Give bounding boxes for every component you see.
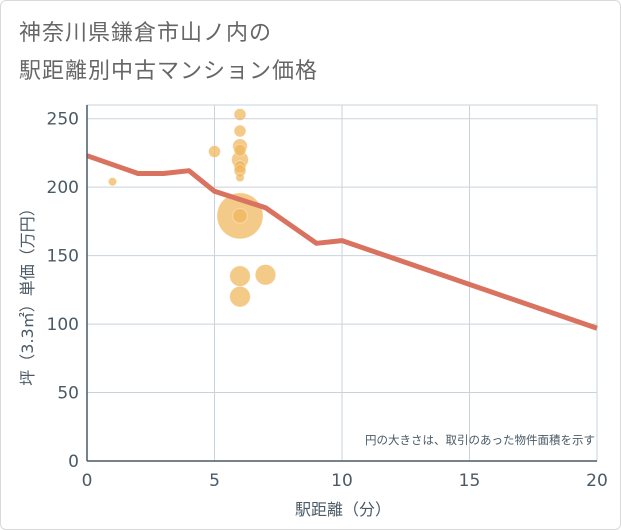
bubble-point: [233, 108, 247, 121]
bubble-point: [229, 286, 251, 308]
y-tick-label: 50: [57, 384, 79, 404]
y-tick-label: 150: [47, 247, 79, 267]
bubble-point: [208, 145, 221, 158]
x-tick-label: 10: [331, 471, 353, 491]
x-tick-label: 5: [209, 471, 220, 491]
trend-line: [86, 153, 598, 331]
bubble-size-note: 円の大きさは、取引のあった物件面積を示す: [365, 433, 595, 447]
y-tick-label: 200: [47, 178, 79, 198]
bubble-point: [254, 264, 277, 286]
x-tick-label: 0: [82, 471, 93, 491]
y-tick-label: 250: [47, 110, 79, 130]
y-tick-label: 100: [47, 315, 79, 335]
axes: 0 50 100 150 200 250 0 5 10 15 20: [47, 105, 608, 491]
chart-title-line-1: 神奈川県鎌倉市山ノ内の: [19, 21, 273, 46]
y-axis-label: 坪（3.3㎡）単価（万円）: [18, 200, 37, 385]
bubble-point: [229, 265, 251, 287]
bubble-point: [232, 208, 248, 224]
y-tick-label: 0: [68, 452, 79, 472]
bubble-point: [107, 177, 118, 187]
bubble-point: [235, 172, 245, 183]
chart-title-line-2: 駅距離別中古マンション価格: [19, 59, 319, 84]
bubble-layer: [107, 108, 277, 308]
x-tick-label: 20: [586, 471, 608, 491]
bubble-point: [233, 143, 247, 157]
x-tick-label: 15: [459, 471, 481, 491]
x-axis-label: 駅距離（分）: [295, 500, 391, 519]
trend-layer: [86, 153, 598, 331]
bubble-point: [233, 124, 247, 138]
grid: [86, 104, 598, 462]
